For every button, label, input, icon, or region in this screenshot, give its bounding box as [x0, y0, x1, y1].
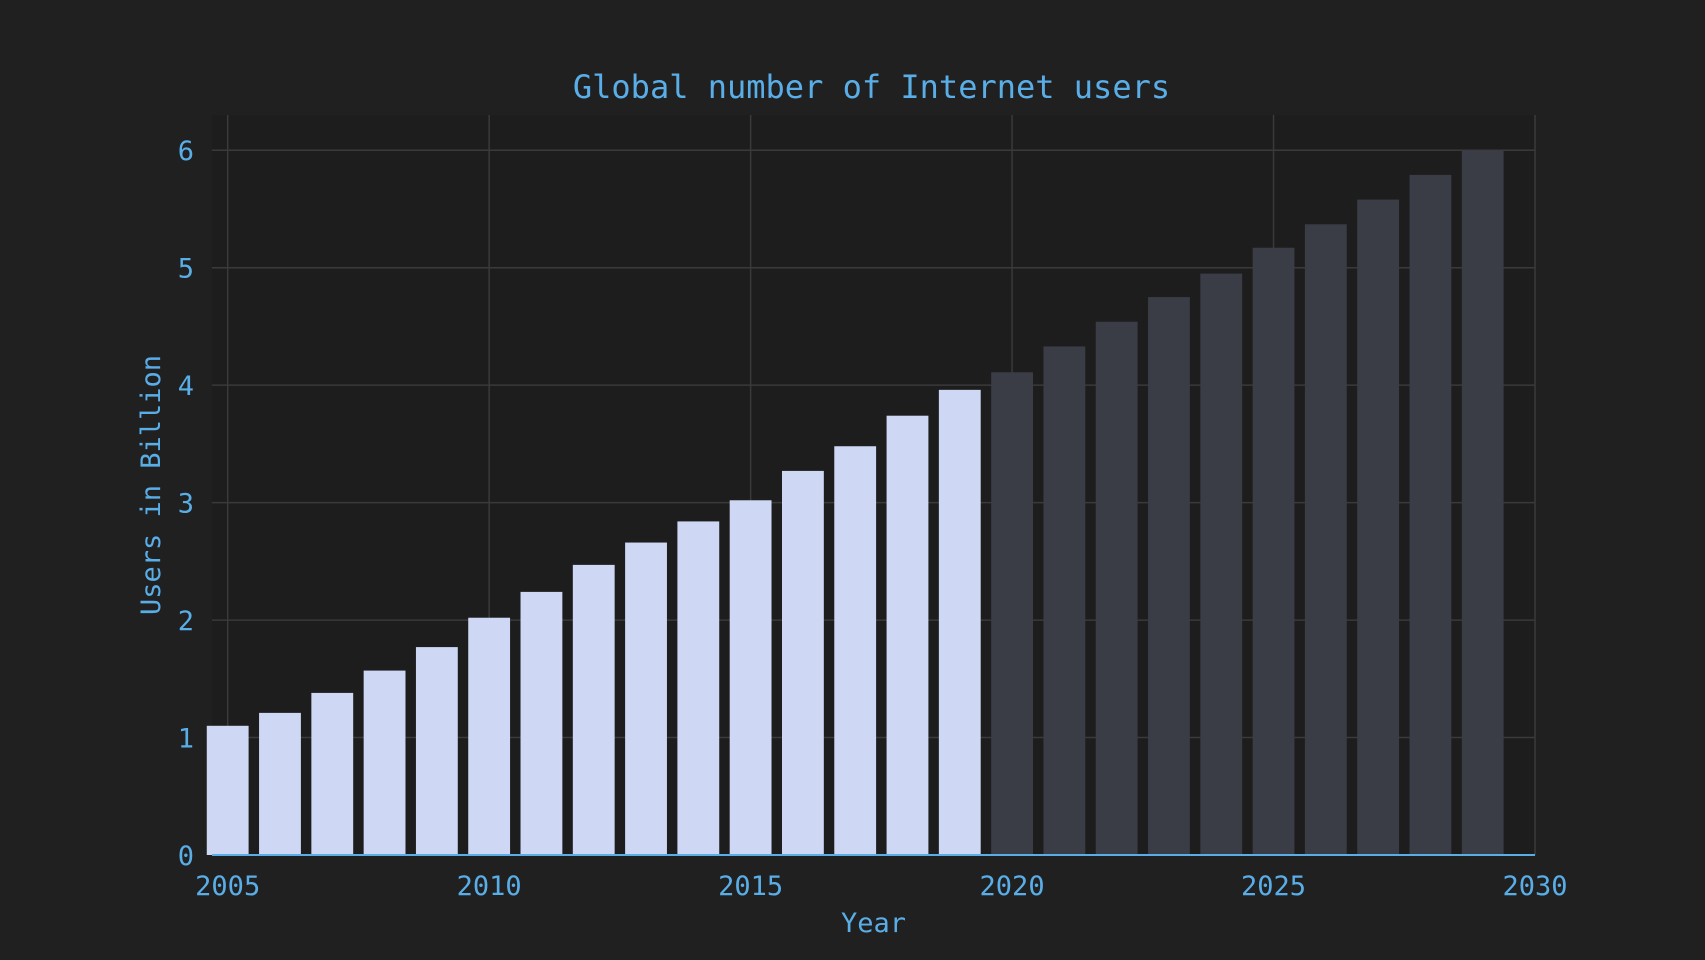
bars	[206, 150, 1504, 856]
x-tick-label: 2030	[1502, 871, 1567, 902]
chart-title: Global number of Internet users	[573, 68, 1170, 106]
x-tick-label: 2020	[980, 871, 1045, 902]
x-axis-title: Year	[841, 908, 906, 939]
bar-2019	[938, 389, 981, 855]
bar-2023	[1148, 297, 1190, 856]
bar-2012	[572, 564, 615, 855]
bar-2015	[729, 500, 772, 855]
bar-2006	[259, 712, 301, 855]
bar-2013	[625, 542, 667, 855]
y-tick-label: 6	[178, 136, 194, 167]
x-tick-label: 2025	[1241, 871, 1306, 902]
bar-2022	[1095, 321, 1138, 855]
y-tick-label: 2	[178, 606, 194, 637]
bar-2028	[1409, 174, 1452, 855]
x-tick-label: 2010	[457, 871, 522, 902]
y-tick-label: 0	[178, 841, 194, 872]
y-tick-label: 1	[178, 724, 194, 755]
bar-2017	[834, 446, 877, 855]
bar-2011	[520, 591, 563, 855]
bar-2025	[1252, 247, 1295, 855]
bar-2029	[1461, 150, 1504, 855]
bar-2009	[415, 647, 458, 855]
bar-2018	[886, 415, 929, 855]
y-tick-label: 5	[178, 254, 194, 285]
bar-2008	[363, 670, 406, 855]
y-axis-title: Users in Billion	[136, 355, 167, 615]
y-tick-label: 3	[178, 489, 194, 520]
bar-2020	[991, 372, 1033, 855]
bar-2014	[677, 521, 720, 855]
y-tick-label: 4	[178, 371, 194, 402]
bar-2005	[206, 725, 249, 855]
tick-labels: 2005 2010 2015 2020 2025 2030 0 1 2 3 4 5 6	[178, 136, 1568, 902]
x-tick-label: 2005	[195, 871, 260, 902]
bar-2010	[468, 617, 511, 855]
bar-2016	[781, 470, 824, 855]
bar-2007	[311, 692, 354, 855]
x-tick-label: 2015	[718, 871, 783, 902]
bar-2021	[1043, 346, 1086, 855]
bar-2026	[1304, 224, 1347, 855]
bar-2024	[1200, 273, 1243, 856]
bar-2027	[1357, 199, 1400, 856]
